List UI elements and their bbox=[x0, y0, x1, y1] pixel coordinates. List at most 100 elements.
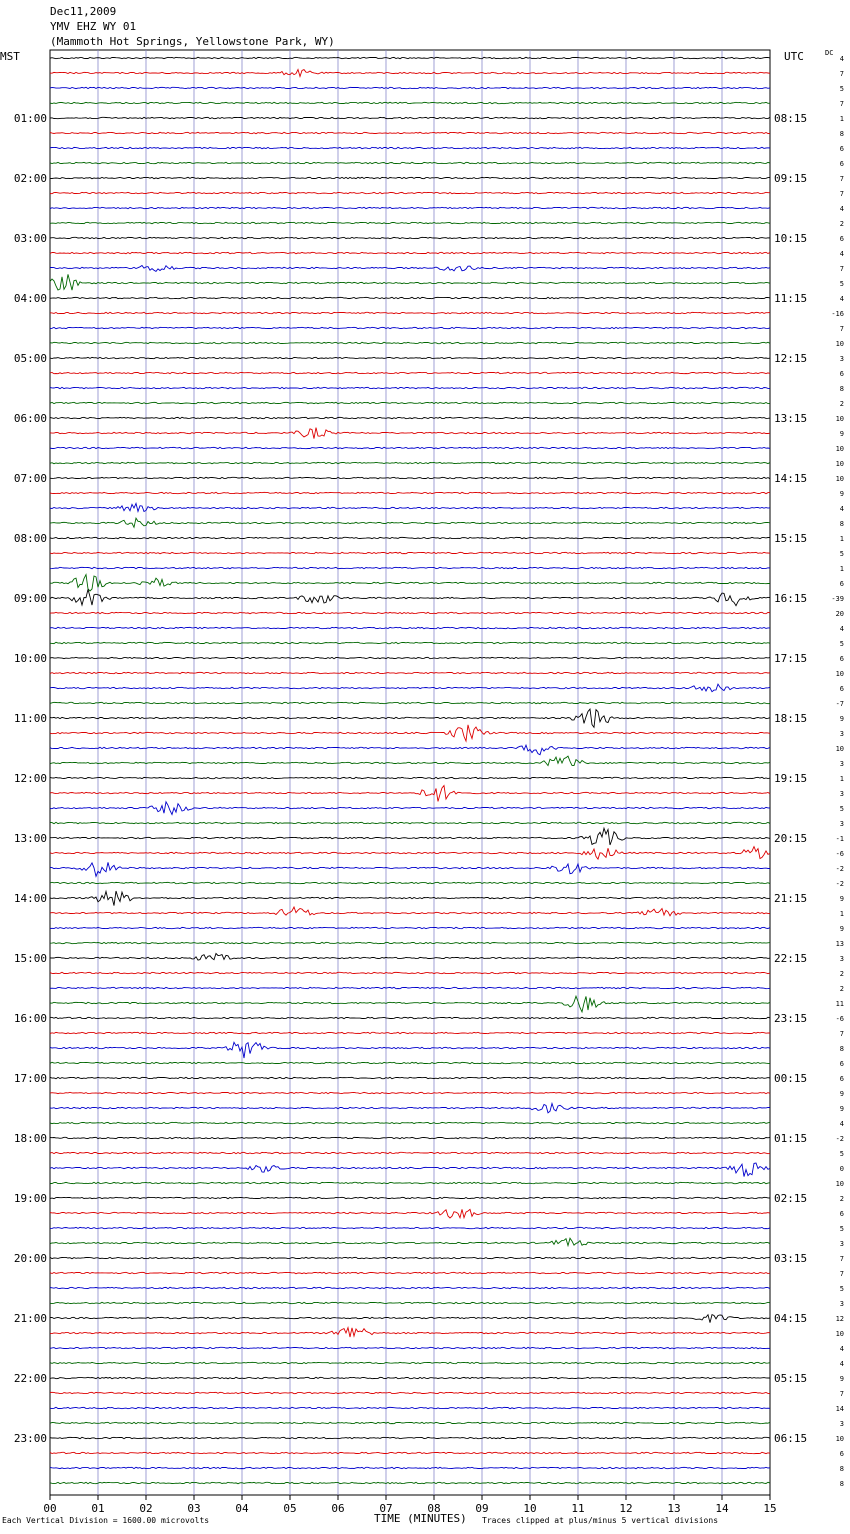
x-tick-label: 05 bbox=[283, 1502, 296, 1515]
seismic-trace bbox=[49, 1121, 771, 1125]
utc-hour-label: 14:15 bbox=[774, 472, 807, 485]
dc-offset-label: 3 bbox=[840, 1420, 844, 1428]
mst-hour-label: 06:00 bbox=[14, 412, 47, 425]
seismic-trace bbox=[49, 416, 771, 420]
seismic-trace bbox=[49, 1031, 771, 1035]
x-tick-label: 10 bbox=[523, 1502, 536, 1515]
seismic-trace bbox=[49, 461, 771, 465]
dc-offset-label: 14 bbox=[836, 1405, 844, 1413]
dc-offset-label: -2 bbox=[836, 880, 844, 888]
dc-offset-label: 9 bbox=[840, 715, 844, 723]
mst-hour-label: 19:00 bbox=[14, 1192, 47, 1205]
seismic-trace bbox=[49, 296, 771, 300]
dc-offset-label: -6 bbox=[836, 850, 844, 858]
dc-offset-label: 7 bbox=[840, 100, 844, 108]
dc-offset-label: 10 bbox=[836, 415, 844, 423]
seismic-trace bbox=[49, 251, 771, 255]
dc-offset-label: 2 bbox=[840, 1195, 844, 1203]
seismic-trace bbox=[49, 641, 771, 645]
seismic-trace bbox=[49, 491, 771, 495]
dc-offset-label: 6 bbox=[840, 580, 844, 588]
utc-hour-label: 05:15 bbox=[774, 1372, 807, 1385]
mst-hour-label: 08:00 bbox=[14, 532, 47, 545]
seismic-trace bbox=[49, 683, 771, 693]
utc-hour-label: 00:15 bbox=[774, 1072, 807, 1085]
seismic-trace bbox=[49, 1226, 771, 1230]
seismic-trace bbox=[49, 845, 771, 861]
seismic-trace bbox=[49, 1136, 771, 1140]
seismic-trace bbox=[49, 755, 771, 767]
x-tick-label: 15 bbox=[763, 1502, 776, 1515]
seismic-trace bbox=[49, 776, 771, 780]
mst-hour-label: 20:00 bbox=[14, 1252, 47, 1265]
dc-offset-label: 6 bbox=[840, 685, 844, 693]
mst-hour-label: 15:00 bbox=[14, 952, 47, 965]
dc-offset-label: 8 bbox=[840, 385, 844, 393]
dc-offset-label: 10 bbox=[836, 1180, 844, 1188]
seismic-trace bbox=[49, 1301, 771, 1305]
x-tick-label: 06 bbox=[331, 1502, 344, 1515]
seismic-trace bbox=[49, 68, 771, 79]
mst-hour-label: 12:00 bbox=[14, 772, 47, 785]
seismic-trace bbox=[49, 941, 771, 945]
dc-offset-label: 6 bbox=[840, 1060, 844, 1068]
seismic-trace bbox=[49, 1196, 771, 1200]
mst-hour-label: 09:00 bbox=[14, 592, 47, 605]
dc-offset-label: 10 bbox=[836, 745, 844, 753]
dc-offset-label: 7 bbox=[840, 1255, 844, 1263]
seismic-trace bbox=[49, 101, 771, 105]
dc-offset-label: 6 bbox=[840, 1075, 844, 1083]
dc-offset-label: 4 bbox=[840, 295, 844, 303]
right-timezone-label: UTC bbox=[784, 50, 804, 63]
seismic-trace bbox=[49, 881, 771, 885]
dc-offset-label: 5 bbox=[840, 805, 844, 813]
dc-offset-label: 1 bbox=[840, 535, 844, 543]
seismic-trace bbox=[49, 1076, 771, 1080]
dc-offset-label: 10 bbox=[836, 1330, 844, 1338]
dc-offset-label: 5 bbox=[840, 1285, 844, 1293]
seismic-trace bbox=[49, 1325, 771, 1338]
utc-hour-label: 20:15 bbox=[774, 832, 807, 845]
seismic-trace bbox=[49, 341, 771, 345]
seismic-trace bbox=[49, 784, 771, 802]
seismic-trace bbox=[49, 311, 771, 315]
dc-offset-label: 9 bbox=[840, 430, 844, 438]
seismic-trace bbox=[49, 986, 771, 990]
seismic-trace bbox=[49, 905, 771, 917]
dc-offset-label: 9 bbox=[840, 925, 844, 933]
seismic-trace bbox=[49, 1313, 771, 1323]
seismic-trace bbox=[49, 176, 771, 180]
dc-offset-label: 5 bbox=[840, 640, 844, 648]
left-timezone-label: MST bbox=[0, 50, 20, 63]
seismic-trace bbox=[49, 1361, 771, 1365]
dc-offset-label: 6 bbox=[840, 1210, 844, 1218]
seismic-trace bbox=[49, 800, 771, 816]
mst-hour-label: 11:00 bbox=[14, 712, 47, 725]
seismic-trace bbox=[49, 551, 771, 555]
utc-hour-label: 15:15 bbox=[774, 532, 807, 545]
mst-hour-label: 16:00 bbox=[14, 1012, 47, 1025]
utc-hour-label: 02:15 bbox=[774, 1192, 807, 1205]
utc-hour-label: 10:15 bbox=[774, 232, 807, 245]
utc-hour-label: 17:15 bbox=[774, 652, 807, 665]
dc-offset-label: 4 bbox=[840, 1360, 844, 1368]
x-tick-label: 03 bbox=[187, 1502, 200, 1515]
seismic-trace bbox=[49, 1466, 771, 1470]
dc-offset-label: 7 bbox=[840, 1030, 844, 1038]
seismic-trace bbox=[49, 274, 771, 291]
seismic-trace bbox=[49, 86, 771, 90]
dc-offset-label: 7 bbox=[840, 70, 844, 78]
dc-offset-label: 1 bbox=[840, 775, 844, 783]
x-tick-label: 12 bbox=[619, 1502, 632, 1515]
dc-offset-label: -16 bbox=[831, 310, 844, 318]
seismic-trace bbox=[49, 356, 771, 360]
dc-offset-label: 9 bbox=[840, 1090, 844, 1098]
seismic-trace bbox=[49, 131, 771, 135]
dc-offset-label: 6 bbox=[840, 370, 844, 378]
seismic-trace bbox=[49, 1061, 771, 1065]
mst-hour-label: 07:00 bbox=[14, 472, 47, 485]
mst-hour-label: 02:00 bbox=[14, 172, 47, 185]
utc-hour-label: 03:15 bbox=[774, 1252, 807, 1265]
utc-hour-label: 08:15 bbox=[774, 112, 807, 125]
